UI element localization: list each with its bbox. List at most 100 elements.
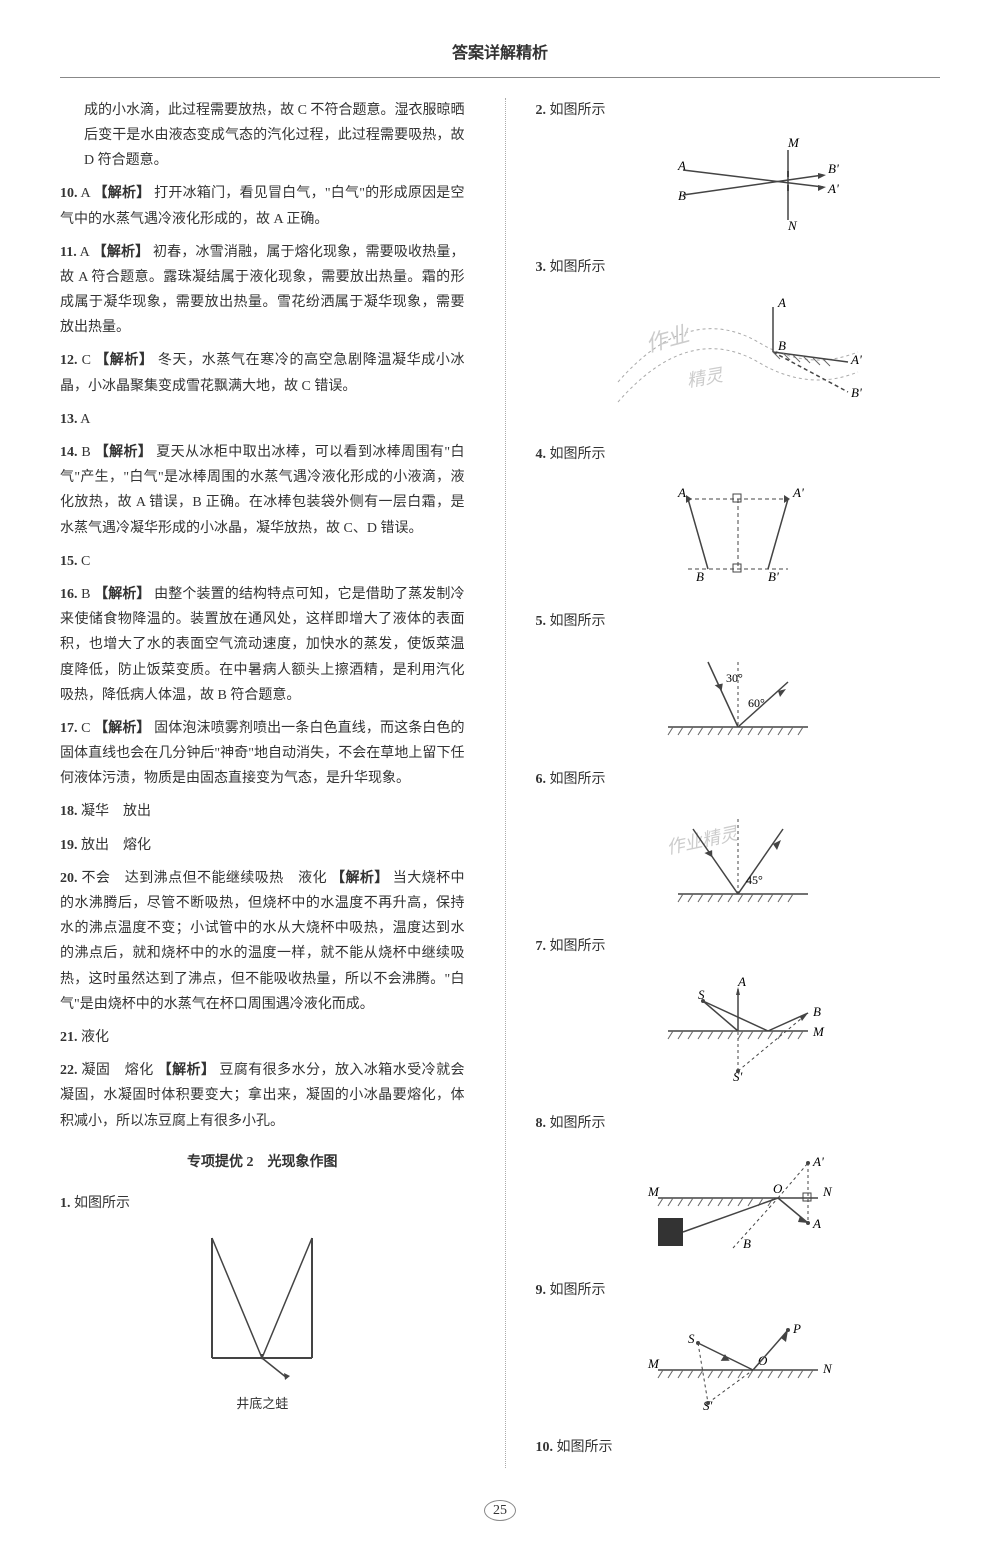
fig10-item: 10. 如图所示 (536, 1435, 941, 1460)
q19-num: 19. (60, 838, 78, 853)
svg-text:60°: 60° (748, 696, 765, 710)
fig1-svg (172, 1228, 352, 1388)
q11-ans: A (80, 245, 89, 260)
q18-num: 18. (60, 804, 78, 819)
intro-text: 成的小水滴，此过程需要放热，故 C 不符合题意。湿衣服晾晒后变干是水由液态变成气… (60, 98, 465, 174)
fig4-num: 4. (536, 447, 547, 462)
fig7-num: 7. (536, 939, 547, 954)
q20-ans: 不会 达到沸点但不能继续吸热 液化 (81, 871, 327, 886)
fig3: 作业 精灵 A B A' B' (536, 292, 941, 422)
svg-text:B: B (696, 569, 704, 584)
fig2-caption: 如图所示 (550, 103, 606, 118)
page-header: 答案详解精析 (60, 40, 940, 78)
q16-tag: 【解析】 (94, 587, 150, 602)
fig4-item: 4. 如图所示 (536, 442, 941, 467)
q12: 12. C 【解析】 冬天，水蒸气在寒冷的高空急剧降温凝华成小冰晶，小冰晶聚集变… (60, 348, 465, 398)
svg-text:M: M (812, 1024, 825, 1039)
svg-text:A: A (677, 485, 686, 500)
fig6: 作业精灵 45° (536, 804, 941, 914)
page-number-value: 25 (484, 1500, 516, 1521)
q15-num: 15. (60, 554, 78, 569)
svg-text:B': B' (828, 161, 839, 176)
fig7-item: 7. 如图所示 (536, 934, 941, 959)
q14-tag: 【解析】 (95, 445, 153, 460)
svg-text:S: S (688, 1331, 695, 1346)
fig2-num: 2. (536, 103, 547, 118)
fig3-item: 3. 如图所示 (536, 255, 941, 280)
fig5-svg: 30° 60° (648, 647, 828, 747)
content-columns: 成的小水滴，此过程需要放热，故 C 不符合题意。湿衣服晾晒后变干是水由液态变成气… (60, 98, 940, 1469)
q22-num: 22. (60, 1063, 78, 1078)
fig3-num: 3. (536, 260, 547, 275)
q15-ans: C (81, 554, 90, 569)
svg-text:N: N (822, 1184, 833, 1199)
fig5-caption: 如图所示 (550, 614, 606, 629)
fig8: M N O A' A B (536, 1148, 941, 1258)
svg-text:N: N (787, 218, 798, 233)
svg-text:B: B (743, 1236, 751, 1251)
q21-ans: 液化 (81, 1030, 109, 1045)
q22-ans: 凝固 熔化 (81, 1063, 153, 1078)
svg-text:A: A (737, 974, 746, 989)
fig4: A A' B B' (536, 479, 941, 589)
fig8-num: 8. (536, 1116, 547, 1131)
section-title: 专项提优 2 光现象作图 (60, 1150, 465, 1175)
q10-tag: 【解析】 (94, 186, 151, 201)
q22: 22. 凝固 熔化 【解析】 豆腐有很多水分，放入冰箱水受冷就会凝固，水凝固时体… (60, 1058, 465, 1134)
left-column: 成的小水滴，此过程需要放热，故 C 不符合题意。湿衣服晾晒后变干是水由液态变成气… (60, 98, 465, 1469)
fig8-caption: 如图所示 (550, 1116, 606, 1131)
svg-text:B: B (778, 338, 786, 353)
q18-ans: 凝华 放出 (81, 804, 151, 819)
q20-text: 当大烧杯中的水沸腾后，尽管不断吸热，但烧杯中的水温度不再升高，保持水的沸点温度不… (60, 871, 465, 1012)
svg-text:S': S' (703, 1398, 713, 1413)
fig10-caption: 如图所示 (557, 1440, 613, 1455)
q16-ans: B (81, 587, 90, 602)
q20-tag: 【解析】 (331, 871, 389, 886)
q21-num: 21. (60, 1030, 78, 1045)
svg-text:B': B' (768, 569, 779, 584)
fig8-item: 8. 如图所示 (536, 1111, 941, 1136)
svg-text:M: M (647, 1356, 660, 1371)
svg-text:O: O (773, 1181, 783, 1196)
fig5: 30° 60° (536, 647, 941, 747)
fig1-caption: 如图所示 (74, 1196, 130, 1211)
svg-text:作业: 作业 (643, 321, 694, 357)
fig9: M N S P S' O (536, 1315, 941, 1415)
q18: 18. 凝华 放出 (60, 799, 465, 824)
q13-ans: A (80, 412, 90, 427)
q16: 16. B 【解析】 由整个装置的结构特点可知，它是借助了蒸发制冷来使储食物降温… (60, 582, 465, 708)
fig1-item: 1. 如图所示 (60, 1191, 465, 1216)
fig2-svg: M A B' B A' N (628, 135, 848, 235)
fig9-item: 9. 如图所示 (536, 1278, 941, 1303)
fig3-caption: 如图所示 (550, 260, 606, 275)
q19: 19. 放出 熔化 (60, 833, 465, 858)
fig7: S A B M S' (536, 971, 941, 1091)
page-number: 25 (60, 1498, 940, 1523)
fig6-svg: 作业精灵 45° (648, 804, 828, 914)
fig2-item: 2. 如图所示 (536, 98, 941, 123)
fig6-num: 6. (536, 772, 547, 787)
q10: 10. A 【解析】 打开冰箱门，看见冒白气，"白气"的形成原因是空气中的水蒸气… (60, 181, 465, 231)
fig6-item: 6. 如图所示 (536, 767, 941, 792)
q10-num: 10. (60, 186, 78, 201)
fig10-num: 10. (536, 1440, 554, 1455)
svg-text:A': A' (850, 352, 862, 367)
fig5-num: 5. (536, 614, 547, 629)
q11-num: 11. (60, 245, 77, 260)
fig5-item: 5. 如图所示 (536, 609, 941, 634)
fig7-svg: S A B M S' (638, 971, 838, 1091)
svg-text:精灵: 精灵 (685, 365, 725, 391)
svg-text:A': A' (812, 1154, 824, 1169)
fig2: M A B' B A' N (536, 135, 941, 235)
q11: 11. A 【解析】 初春，冰雪消融，属于熔化现象，需要吸收热量，故 A 符合题… (60, 240, 465, 341)
fig9-num: 9. (536, 1283, 547, 1298)
q16-text: 由整个装置的结构特点可知，它是借助了蒸发制冷来使储食物降温的。装置放在通风处，这… (60, 587, 465, 703)
svg-text:A': A' (827, 181, 839, 196)
q17-ans: C (81, 721, 90, 736)
q12-tag: 【解析】 (95, 353, 154, 368)
q10-ans: A (80, 186, 89, 201)
q14-num: 14. (60, 445, 78, 460)
svg-text:A: A (812, 1216, 821, 1231)
fig1: 井底之蛙 (60, 1228, 465, 1415)
fig8-svg: M N O A' A B (628, 1148, 848, 1258)
